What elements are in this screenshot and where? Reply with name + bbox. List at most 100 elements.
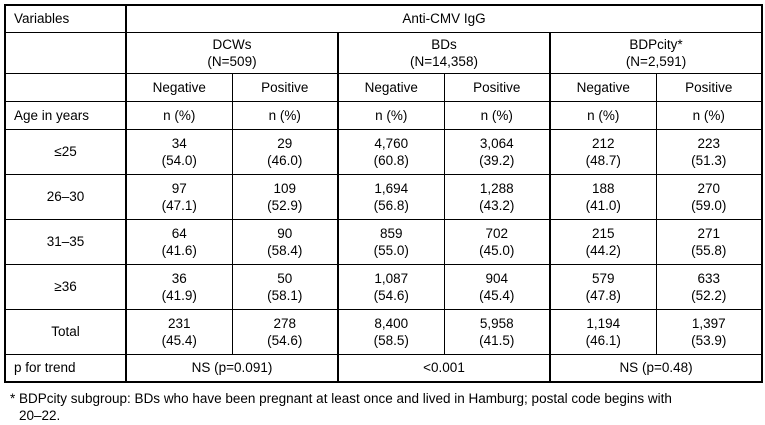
count-cell: 109 (52.9)	[231, 173, 339, 220]
count-value: 4,760	[374, 135, 409, 151]
p-for-trend-label: p for trend	[4, 353, 127, 383]
percent-value: (45.4)	[161, 332, 197, 348]
age-group-label: ≤25	[4, 128, 127, 175]
count-value: 1,397	[691, 315, 726, 331]
percent-value: (55.8)	[691, 242, 727, 258]
count-cell: 5,958 (41.5)	[443, 308, 551, 355]
count-cell: 270 (59.0)	[655, 173, 763, 220]
percent-value: (48.7)	[585, 152, 621, 168]
count-value: 29	[277, 135, 293, 151]
count-cell: 34 (54.0)	[125, 128, 233, 175]
n-pct-label: n (%)	[443, 100, 551, 130]
percent-value: (47.8)	[585, 287, 621, 303]
count-cell: 231 (45.4)	[125, 308, 233, 355]
group-n: (N=14,358)	[410, 53, 478, 69]
p-value-dcws: NS (p=0.091)	[125, 353, 339, 383]
percent-value: (43.2)	[479, 197, 515, 213]
count-cell: 4,760 (60.8)	[337, 128, 445, 175]
percent-value: (60.8)	[373, 152, 409, 168]
count-value: 5,958	[479, 315, 514, 331]
group-header-bds: BDs (N=14,358)	[337, 31, 551, 74]
count-value: 859	[379, 225, 403, 241]
percent-value: (39.2)	[479, 152, 515, 168]
row-p-for-trend: p for trend NS (p=0.091) <0.001 NS (p=0.…	[4, 353, 763, 383]
count-cell: 271 (55.8)	[655, 218, 763, 265]
n-pct-label: n (%)	[337, 100, 445, 130]
percent-value: (54.6)	[373, 287, 409, 303]
status-header-negative: Negative	[125, 72, 233, 102]
percent-value: (51.3)	[691, 152, 727, 168]
percent-value: (47.1)	[161, 197, 197, 213]
count-cell: 50 (58.1)	[231, 263, 339, 310]
row-age-26-30: 26–30 97 (47.1) 109 (52.9) 1,694 (56.8) …	[4, 173, 763, 220]
count-cell: 29 (46.0)	[231, 128, 339, 175]
count-cell: 1,397 (53.9)	[655, 308, 763, 355]
count-value: 271	[697, 225, 721, 241]
percent-value: (58.5)	[373, 332, 409, 348]
percent-value: (54.0)	[161, 152, 197, 168]
group-name: BDs	[431, 36, 457, 52]
empty-cell	[4, 31, 127, 74]
group-name: DCWs	[212, 36, 252, 52]
empty-cell	[4, 72, 127, 102]
p-value-bds: <0.001	[337, 353, 551, 383]
status-header-negative: Negative	[337, 72, 445, 102]
percent-value: (59.0)	[691, 197, 727, 213]
count-value: 90	[277, 225, 293, 241]
count-value: 34	[171, 135, 187, 151]
variables-header-cell: Variables	[4, 4, 127, 33]
percent-value: (45.4)	[479, 287, 515, 303]
count-cell: 188 (41.0)	[549, 173, 657, 220]
footnote-line1: * BDPcity subgroup: BDs who have been pr…	[10, 391, 672, 406]
count-cell: 859 (55.0)	[337, 218, 445, 265]
count-cell: 3,064 (39.2)	[443, 128, 551, 175]
row-total: Total 231 (45.4) 278 (54.6) 8,400 (58.5)…	[4, 308, 763, 355]
count-value: 97	[171, 180, 187, 196]
percent-value: (55.0)	[373, 242, 409, 258]
count-value: 3,064	[479, 135, 514, 151]
row-age-31-35: 31–35 64 (41.6) 90 (58.4) 859 (55.0) 702…	[4, 218, 763, 265]
count-value: 270	[697, 180, 721, 196]
count-cell: 579 (47.8)	[549, 263, 657, 310]
count-value: 50	[277, 270, 293, 286]
header-row-groups: DCWs (N=509) BDs (N=14,358) BDPcity* (N=…	[4, 31, 763, 74]
header-row-units: Age in years n (%) n (%) n (%) n (%) n (…	[4, 100, 763, 130]
count-value: 109	[273, 180, 297, 196]
percent-value: (41.6)	[161, 242, 197, 258]
count-cell: 36 (41.9)	[125, 263, 233, 310]
count-value: 8,400	[374, 315, 409, 331]
group-header-bdpcity: BDPcity* (N=2,591)	[548, 31, 763, 74]
n-pct-label: n (%)	[655, 100, 763, 130]
group-name: BDPcity*	[629, 36, 683, 52]
group-header-dcws: DCWs (N=509)	[125, 31, 339, 74]
count-cell: 64 (41.6)	[125, 218, 233, 265]
count-cell: 215 (44.2)	[549, 218, 657, 265]
percent-value: (41.9)	[161, 287, 197, 303]
percent-value: (54.6)	[267, 332, 303, 348]
status-header-positive: Positive	[443, 72, 551, 102]
n-pct-label: n (%)	[125, 100, 233, 130]
group-n: (N=509)	[207, 53, 257, 69]
n-pct-label: n (%)	[231, 100, 339, 130]
count-value: 1,694	[374, 180, 409, 196]
age-group-label: 26–30	[4, 173, 127, 220]
status-header-positive: Positive	[655, 72, 763, 102]
percent-value: (56.8)	[373, 197, 409, 213]
percent-value: (44.2)	[585, 242, 621, 258]
anti-cmv-header-cell: Anti-CMV IgG	[124, 4, 763, 33]
percent-value: (52.2)	[691, 287, 727, 303]
percent-value: (58.4)	[267, 242, 303, 258]
count-cell: 1,288 (43.2)	[443, 173, 551, 220]
count-value: 278	[273, 315, 297, 331]
count-cell: 278 (54.6)	[231, 308, 339, 355]
count-value: 188	[591, 180, 615, 196]
count-value: 579	[591, 270, 615, 286]
count-cell: 1,694 (56.8)	[337, 173, 445, 220]
age-group-label: ≥36	[4, 263, 127, 310]
percent-value: (45.0)	[479, 242, 515, 258]
group-n: (N=2,591)	[625, 53, 687, 69]
count-value: 1,087	[374, 270, 409, 286]
count-value: 904	[485, 270, 509, 286]
count-cell: 702 (45.0)	[443, 218, 551, 265]
status-header-positive: Positive	[231, 72, 339, 102]
